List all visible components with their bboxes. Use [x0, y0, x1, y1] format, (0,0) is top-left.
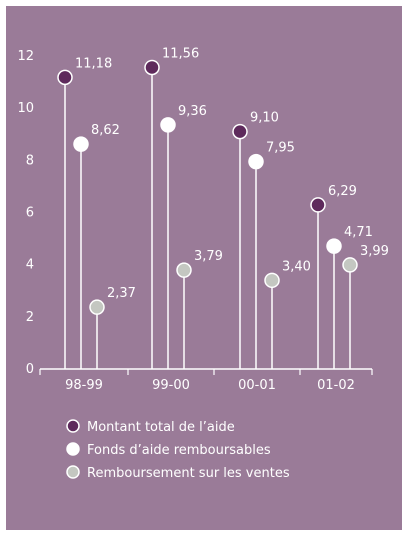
data-point	[57, 69, 73, 86]
y-tick-label: 4	[26, 258, 34, 273]
legend-label: Remboursement sur les ventes	[87, 466, 290, 481]
y-tick-label: 8	[26, 153, 34, 168]
data-point	[73, 136, 89, 152]
x-tick-label: 99-00	[152, 378, 190, 393]
data-point	[310, 197, 326, 213]
data-label: 11,56	[162, 46, 199, 61]
data-label: 3,79	[194, 249, 223, 264]
legend-marker	[66, 465, 80, 479]
legend-label: Montant total de l’aide	[87, 420, 235, 435]
data-label: 8,62	[91, 123, 120, 138]
data-label: 3,40	[282, 259, 311, 274]
data-point	[342, 257, 358, 273]
data-label: 2,37	[107, 286, 136, 301]
legend-marker	[66, 442, 80, 456]
y-tick-label: 6	[26, 206, 34, 221]
legend-label: Fonds d’aide remboursables	[87, 443, 271, 458]
data-point	[264, 272, 280, 289]
data-label: 9,36	[178, 104, 207, 119]
legend-marker	[66, 419, 80, 433]
data-point	[160, 117, 176, 133]
axis-layer: 0 2 4 6 8 10 12 98-99 99-00 00-01 01-02	[17, 49, 373, 393]
data-label: 6,29	[328, 184, 357, 199]
x-tick-label: 98-99	[65, 378, 103, 393]
legend: Montant total de l’aide Fonds d’aide remb…	[66, 419, 290, 481]
x-tick-label: 00-01	[238, 378, 276, 393]
y-tick-label: 2	[26, 310, 34, 325]
data-point	[232, 123, 248, 140]
data-point	[248, 153, 264, 170]
data-label: 9,10	[250, 111, 279, 126]
y-tick-label: 10	[17, 101, 34, 116]
data-label: 3,99	[360, 244, 389, 259]
marks-layer: 11,18 11,56 9,10 6,29 8,62 9,36 7,95 4,71 2,37 3,…	[57, 46, 389, 369]
x-tick-label: 01-02	[317, 378, 355, 393]
y-tick-label: 0	[26, 362, 34, 377]
y-tick-label: 12	[17, 49, 34, 64]
data-point	[326, 238, 342, 254]
data-point	[176, 262, 192, 278]
data-label: 7,95	[266, 141, 295, 156]
data-point	[89, 299, 105, 315]
data-label: 11,18	[75, 56, 112, 71]
data-point	[144, 59, 160, 76]
data-label: 4,71	[344, 225, 373, 240]
